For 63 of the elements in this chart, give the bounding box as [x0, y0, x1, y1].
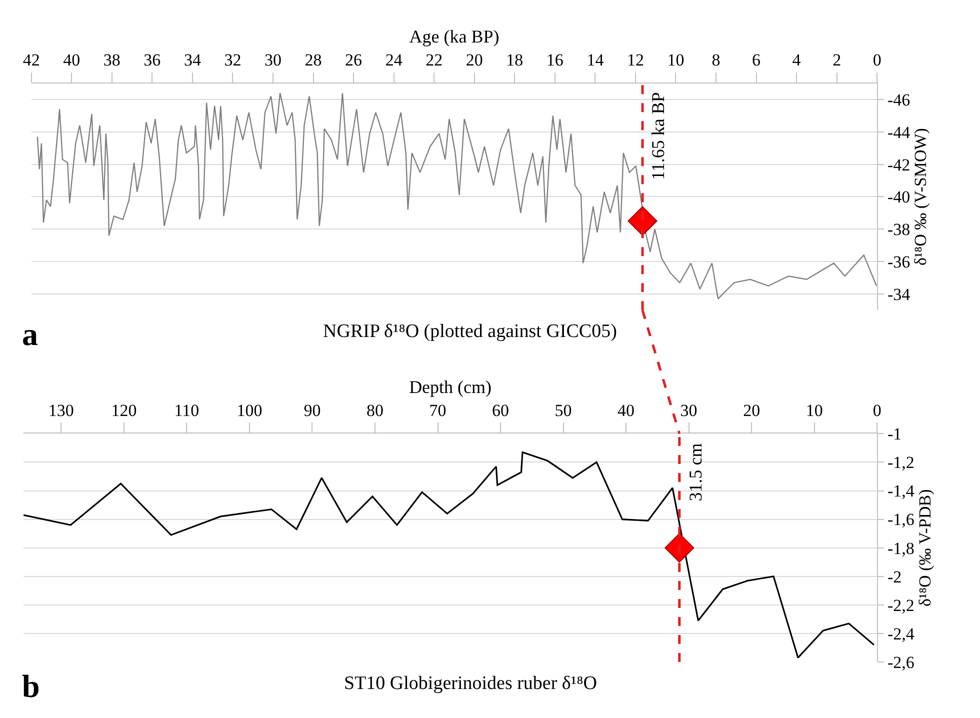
x-tick-label: 6 — [752, 50, 761, 70]
y-tick-label: -1,4 — [888, 482, 915, 501]
y-tick-label: -1,6 — [888, 510, 914, 530]
ref-line-label: 31.5 cm — [686, 443, 706, 502]
x-tick-label: 8 — [712, 50, 720, 70]
x-tick-label: 20 — [743, 400, 760, 420]
x-tick-label: 80 — [366, 400, 384, 420]
x-tick-label: 130 — [48, 400, 74, 420]
x-tick-label: 30 — [680, 400, 698, 420]
x-tick-label: 110 — [174, 400, 200, 420]
line-series — [36, 92, 878, 300]
x-tick-label: 40 — [63, 50, 80, 70]
x-axis-title: Depth (cm) — [409, 377, 492, 398]
x-tick-label: 16 — [546, 50, 564, 70]
y-axis-title: δ¹⁸O ‰ (V-SMOW) — [911, 128, 930, 266]
y-tick-label: -2 — [888, 567, 902, 586]
y-tick-label: -2,2 — [888, 596, 914, 615]
x-tick-label: 32 — [224, 50, 242, 70]
x-tick-label: 40 — [618, 400, 635, 420]
x-tick-label: 10 — [667, 50, 684, 70]
y-axis-title: δ¹⁸O (‰ V-PDB) — [915, 489, 934, 606]
x-tick-label: 22 — [426, 50, 443, 70]
x-tick-label: 10 — [806, 400, 823, 420]
x-tick-label: 36 — [144, 50, 161, 70]
y-tick-label: -36 — [888, 252, 910, 272]
y-tick-label: -1 — [888, 424, 902, 444]
x-tick-label: 70 — [429, 400, 446, 420]
y-tick-label: -38 — [888, 220, 910, 240]
x-tick-label: 24 — [385, 50, 403, 70]
x-tick-label: 38 — [103, 50, 120, 70]
text: a — [22, 316, 38, 352]
x-tick-label: 60 — [492, 400, 510, 420]
x-tick-label: 100 — [236, 400, 262, 420]
x-tick-label: 0 — [872, 400, 882, 420]
x-tick-label: 28 — [304, 50, 322, 70]
x-tick-label: 42 — [22, 50, 40, 70]
x-tick-label: 50 — [554, 400, 572, 420]
x-tick-label: 12 — [626, 50, 644, 70]
x-tick-label: 20 — [466, 50, 483, 70]
y-tick-label: -40 — [888, 188, 910, 207]
y-tick-label: -1,8 — [888, 538, 914, 558]
ref-line-label: 11.65 ka BP — [648, 92, 668, 180]
y-tick-label: -42 — [888, 155, 910, 174]
y-tick-label: -46 — [888, 90, 910, 110]
x-tick-label: 26 — [345, 50, 362, 70]
text: b — [22, 668, 40, 704]
x-tick-label: 34 — [184, 50, 202, 70]
text: ST10 Globigerinoides ruber δ¹⁸O — [344, 673, 597, 694]
y-tick-label: -2,6 — [888, 652, 914, 672]
x-tick-label: 120 — [111, 400, 137, 420]
x-tick-label: 0 — [872, 50, 882, 70]
x-tick-label: 14 — [586, 50, 604, 70]
x-tick-label: 18 — [506, 50, 524, 70]
y-tick-label: -34 — [888, 284, 911, 304]
x-tick-label: 30 — [264, 50, 282, 70]
x-tick-label: 90 — [304, 400, 321, 420]
y-tick-label: -44 — [888, 122, 911, 142]
x-axis-title: Age (ka BP) — [409, 26, 500, 47]
x-tick-label: 2 — [832, 50, 842, 70]
x-tick-label: 4 — [792, 50, 802, 70]
y-tick-label: -2,4 — [888, 624, 915, 644]
text: NGRIP δ¹⁸O (plotted against GICC05) — [323, 321, 617, 342]
y-tick-label: -1,2 — [888, 453, 914, 472]
